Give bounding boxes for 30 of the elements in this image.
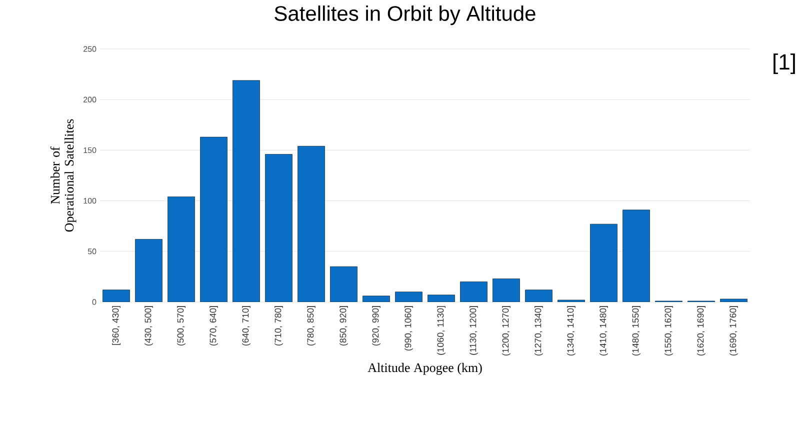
x-tick-label: (1270, 1340] (534, 306, 543, 356)
x-tick-label: (1340, 1410] (567, 306, 576, 356)
x-tick-label: (1200, 1270] (502, 306, 510, 356)
y-tick-label: 50 (88, 248, 96, 254)
x-tick-label: (1060, 1130] (437, 306, 446, 355)
chart-title: Satellites in Orbit by Altitude (274, 6, 536, 26)
y-tick-label: 200 (84, 96, 96, 102)
y-axis-title: Number of Operational Satellites (50, 119, 76, 232)
x-tick-label: [360, 430] (112, 306, 120, 345)
x-axis-title: Altitude Apogee (km) (368, 362, 482, 375)
x-tick-label: (1620, 1690] (697, 306, 706, 356)
y-tick-label: 100 (84, 198, 96, 204)
x-tick-label: (850, 920] (340, 306, 348, 346)
x-tick-label: (780, 850] (307, 306, 316, 346)
y-tick-label: 250 (84, 46, 96, 52)
x-tick-label: (1550, 1620] (664, 306, 673, 356)
x-tick-label: (570, 640] (210, 306, 218, 346)
x-tick-label: (1410, 1480] (600, 306, 608, 356)
x-tick-label: (990, 1060] (404, 306, 413, 350)
x-tick-label: (1480, 1550] (632, 306, 640, 356)
x-tick-label: (1130, 1200] (470, 306, 478, 355)
x-tick-label: (710, 780] (274, 306, 283, 346)
x-tick-label: (430, 500] (144, 306, 153, 346)
x-tick-label: (500, 570] (177, 306, 186, 346)
text: [1] (774, 54, 795, 74)
y-tick-label: 150 (84, 147, 96, 154)
x-tick-label: (640, 710] (242, 306, 250, 346)
x-tick-label: (1690, 1760] (730, 306, 738, 356)
x-tick-label: (920, 990] (372, 306, 380, 346)
y-tick-label: 0 (92, 299, 96, 305)
